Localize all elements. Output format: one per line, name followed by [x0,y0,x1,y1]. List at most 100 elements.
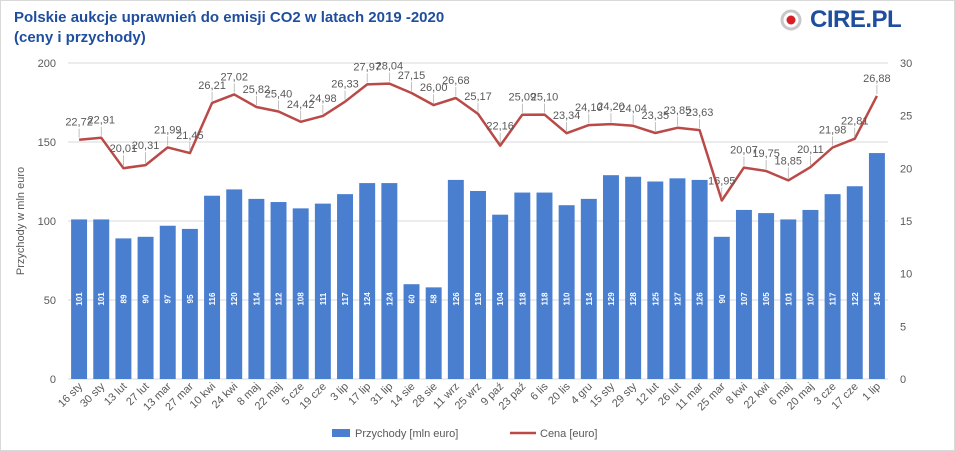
category-label: 29 sty [610,380,640,410]
bar [314,203,331,379]
bar-value-label: 108 [297,292,306,306]
bar [93,219,110,379]
category-label: 20 lis [546,380,573,407]
bar [735,209,752,379]
price-data-label: 26,21 [198,80,226,92]
category-label: 13 lut [102,381,130,409]
bar [647,181,664,379]
bar-value-label: 89 [119,294,128,303]
price-data-label: 22,16 [486,121,514,133]
bar-value-label: 127 [673,292,682,306]
price-data-label: 26,68 [442,75,470,87]
bar-value-label: 114 [585,292,594,305]
bar-value-label: 118 [518,292,527,305]
bar [846,186,863,379]
bar-value-label: 101 [784,292,793,306]
price-data-label: 27,15 [398,70,426,82]
right-tick-label: 20 [900,163,912,175]
bar-value-label: 129 [607,292,616,306]
bar-value-label: 101 [75,292,84,306]
bar-value-label: 125 [651,292,660,306]
bar [248,198,265,379]
left-tick-label: 150 [38,137,56,149]
price-data-label: 22,72 [65,117,93,129]
bar [492,214,509,379]
bar [204,195,221,379]
bar [580,198,597,379]
bar [359,183,376,379]
y-axis-label: Przychody w mln euro [15,167,27,275]
bar [270,202,287,379]
bar-value-label: 58 [430,294,439,303]
right-tick-label: 25 [900,111,912,123]
price-data-label: 23,34 [553,110,581,122]
bar-value-label: 118 [540,292,549,305]
bar [780,219,797,379]
bar [425,287,442,379]
bar-value-label: 117 [341,292,350,305]
bar-value-label: 120 [230,292,239,306]
right-tick-label: 10 [900,269,912,281]
price-data-label: 20,07 [730,145,758,157]
price-data-label: 28,04 [376,61,404,73]
bar [381,183,398,379]
price-data-label: 21,98 [819,124,847,136]
category-label: 17 lip [346,381,373,408]
bar [558,205,575,379]
bar [625,176,642,379]
left-tick-label: 200 [38,58,56,70]
bar-value-label: 119 [474,292,483,305]
bar [713,236,730,379]
bar-value-label: 116 [208,292,217,305]
bar [71,219,88,379]
bar-value-label: 90 [142,294,151,303]
bar-value-label: 124 [385,292,394,306]
bar-value-label: 126 [452,292,461,306]
price-data-label: 25,40 [265,88,293,100]
category-label: 22 kwi [742,381,773,412]
bar [447,179,464,379]
left-tick-label: 0 [50,374,56,386]
price-data-label: 25,17 [464,91,492,103]
chart-title: Polskie aukcje uprawnień do emisji CO2 w… [14,9,445,46]
price-data-label: 23,63 [686,107,714,119]
right-tick-label: 15 [900,216,912,228]
bar-value-label: 104 [496,292,505,306]
bar [181,228,198,379]
price-data-label: 23,85 [664,105,692,117]
bar [602,175,619,379]
bar-value-label: 60 [408,294,417,303]
bar [691,179,708,379]
bar-value-label: 122 [851,292,860,306]
bar [868,153,885,379]
bar-value-label: 110 [563,292,572,305]
bar [802,209,819,379]
bar-value-label: 95 [186,294,195,303]
price-data-label: 20,11 [797,144,824,156]
bar [403,284,420,379]
right-tick-label: 30 [900,58,912,70]
bar-value-label: 90 [718,294,727,303]
bar-value-label: 112 [275,292,284,305]
price-data-label: 19,75 [752,148,780,160]
price-data-label: 22,91 [87,115,115,127]
price-data-label: 24,98 [309,93,337,105]
bar [292,208,309,379]
price-data-label: 24,42 [287,99,315,111]
price-data-label: 27,02 [220,71,248,83]
price-data-label: 24,10 [575,102,603,114]
legend-bar-label: Przychody [mln euro] [355,428,458,440]
left-tick-label: 50 [44,295,56,307]
right-tick-label: 5 [900,321,906,333]
category-label: 12 lut [634,381,662,409]
price-data-label: 21,45 [176,130,204,142]
cire-logo: CIRE.PL [780,6,940,33]
price-data-label: 23,35 [642,110,670,122]
price-data-label: 25,09 [509,92,537,104]
price-data-label: 18,85 [775,155,803,167]
price-line [78,82,879,202]
logo-text: CIRE.PL [810,6,902,33]
bar [159,225,176,379]
category-label: 24 kwi [210,381,241,412]
